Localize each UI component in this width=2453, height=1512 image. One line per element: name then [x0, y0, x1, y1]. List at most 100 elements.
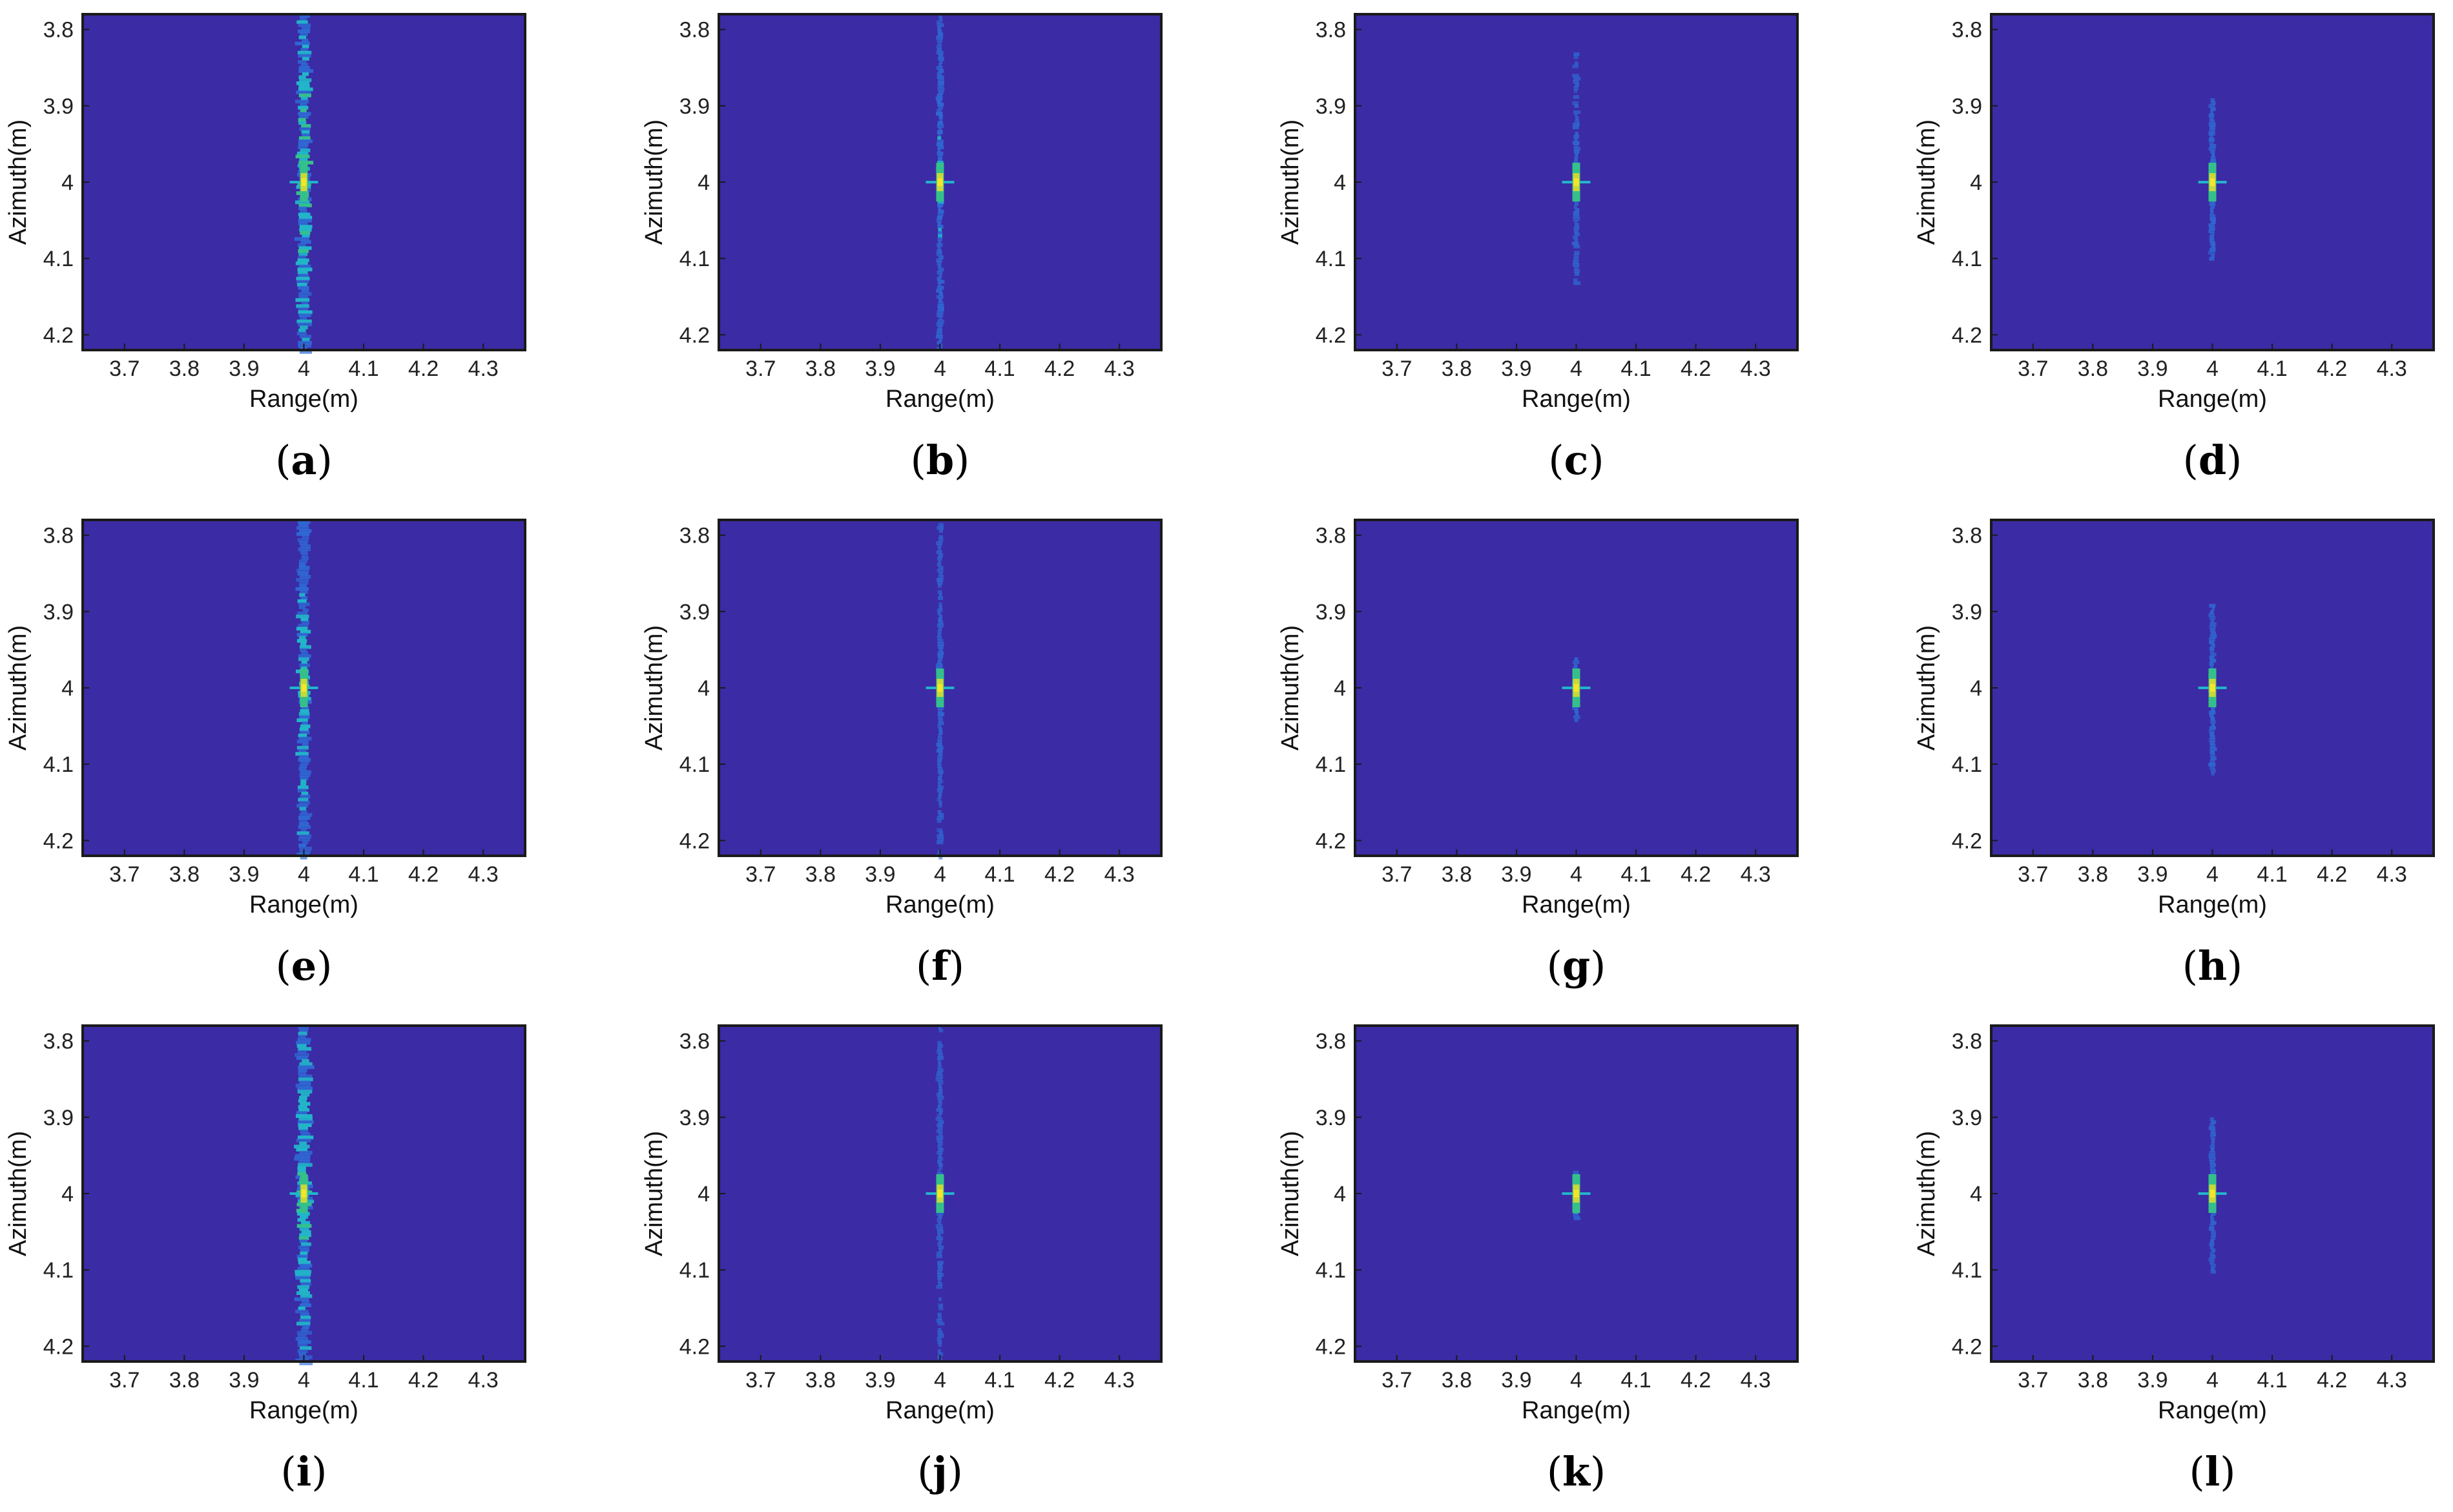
streak-cell: [1574, 663, 1578, 667]
streak-cell: [297, 1172, 307, 1176]
streak-cell: [938, 727, 943, 732]
streak-cell: [298, 1104, 307, 1109]
streak-cell: [938, 1303, 944, 1307]
streak-cell: [2210, 156, 2216, 160]
x-tick-label: 4.3: [1741, 1368, 1771, 1393]
streak-cell: [938, 1053, 944, 1057]
streak-cell: [937, 1272, 944, 1277]
streak-cell: [296, 1224, 312, 1228]
streak-cell: [937, 1104, 942, 1109]
streak-cell: [298, 654, 311, 658]
streak-cell: [300, 1102, 311, 1106]
streak-cell: [300, 316, 307, 320]
streak-cell: [937, 243, 943, 247]
streak-cell: [937, 816, 944, 820]
y-tick-label: 4.1: [1952, 752, 1982, 777]
streak-cell: [2209, 1150, 2215, 1155]
streak-cell: [299, 1303, 312, 1307]
x-tick-label: 4.1: [348, 357, 378, 381]
streak-cell: [2210, 1172, 2216, 1176]
y-tick-label: 4.1: [1316, 247, 1346, 271]
streak-cell: [937, 78, 944, 82]
streak-cell: [937, 1331, 943, 1335]
streak-cell: [938, 158, 942, 161]
y-tick-label: 4.1: [679, 247, 710, 271]
y-tick-label: 3.9: [1952, 600, 1982, 625]
streak-cell: [938, 90, 944, 94]
x-tick-label: 3.9: [229, 357, 259, 381]
streak-cell: [938, 614, 943, 619]
streak-cell: [938, 718, 944, 722]
streak-cell: [295, 752, 309, 756]
streak-cell: [302, 608, 309, 612]
streak-cell: [937, 834, 944, 838]
streak-cell: [295, 1272, 311, 1277]
streak-cell: [300, 1312, 310, 1317]
streak-cell: [298, 816, 311, 820]
streak-cell: [2208, 132, 2215, 136]
streak-cell: [938, 593, 942, 597]
streak-cell: [2209, 647, 2215, 650]
peak-point: [937, 1190, 943, 1197]
streak-cell: [2210, 233, 2215, 236]
streak-cell: [301, 1328, 309, 1332]
streak-cell: [298, 547, 311, 552]
streak-cell: [2208, 147, 2216, 151]
x-tick-label: 4.2: [2317, 862, 2347, 887]
streak-cell: [296, 1138, 311, 1143]
x-tick-label: 4.1: [348, 1368, 378, 1393]
streak-cell: [300, 103, 307, 107]
streak-cell: [2210, 735, 2215, 739]
streak-cell: [300, 1279, 311, 1283]
streak-cell: [2210, 107, 2216, 111]
streak-cell: [937, 1050, 943, 1054]
x-tick-label: 4.3: [1104, 1368, 1135, 1393]
streak-cell: [298, 1306, 305, 1310]
panel-d: 3.7 3.8 3.9 4 4.1 4.2 4.3 3.8 3.9 4 4.1 4.2 Range(m)…: [1913, 13, 2435, 484]
streak-cell: [1574, 104, 1579, 109]
streak-cell: [298, 310, 313, 315]
x-tick-label: 4.3: [468, 1368, 499, 1393]
streak-cell: [936, 663, 943, 667]
streak-cell: [938, 794, 942, 799]
streak-cell: [298, 203, 312, 207]
streak-cell: [938, 627, 942, 631]
streak-cell: [2211, 1141, 2215, 1146]
streak-cell: [299, 1150, 313, 1155]
streak-cell: [1573, 229, 1579, 233]
streak-cell: [300, 48, 309, 52]
streak-cell: [302, 840, 309, 845]
streak-cell: [1574, 251, 1580, 255]
streak-cell: [2208, 710, 2216, 715]
y-tick-label: 3.8: [1952, 1030, 1982, 1054]
streak-cell: [2209, 726, 2216, 730]
streak-cell: [937, 1279, 942, 1283]
panel-i: 3.7 3.8 3.9 4 4.1 4.2 4.3 3.8 3.9 4 4.1 4.2 Range(m)…: [5, 1024, 526, 1495]
streak-cell: [301, 26, 311, 30]
streak-cell: [1575, 83, 1580, 87]
streak-cell: [938, 255, 944, 260]
streak-cell: [297, 1120, 314, 1124]
x-axis-label: Range(m): [885, 1397, 995, 1424]
streak-cell: [301, 554, 308, 557]
streak-cell: [298, 340, 312, 345]
streak-cell: [297, 572, 309, 576]
x-tick-label: 3.8: [805, 862, 836, 887]
streak-cell: [1573, 256, 1579, 261]
streak-cell: [937, 1093, 943, 1097]
streak-cell: [937, 26, 942, 30]
streak-cell: [2208, 138, 2215, 142]
streak-cell: [298, 292, 312, 296]
streak-cell: [2210, 1120, 2217, 1124]
y-tick-label: 4.2: [1952, 829, 1982, 853]
streak-cell: [300, 630, 311, 634]
y-tick-label: 4.2: [1316, 323, 1346, 347]
streak-cell: [300, 776, 309, 780]
streak-cell: [2210, 665, 2213, 669]
streak-cell: [1573, 88, 1578, 93]
streak-cell: [937, 1056, 944, 1060]
streak-cell: [937, 151, 944, 156]
streak-cell: [937, 755, 943, 759]
streak-cell: [2209, 616, 2216, 620]
streak-cell: [294, 1157, 311, 1161]
